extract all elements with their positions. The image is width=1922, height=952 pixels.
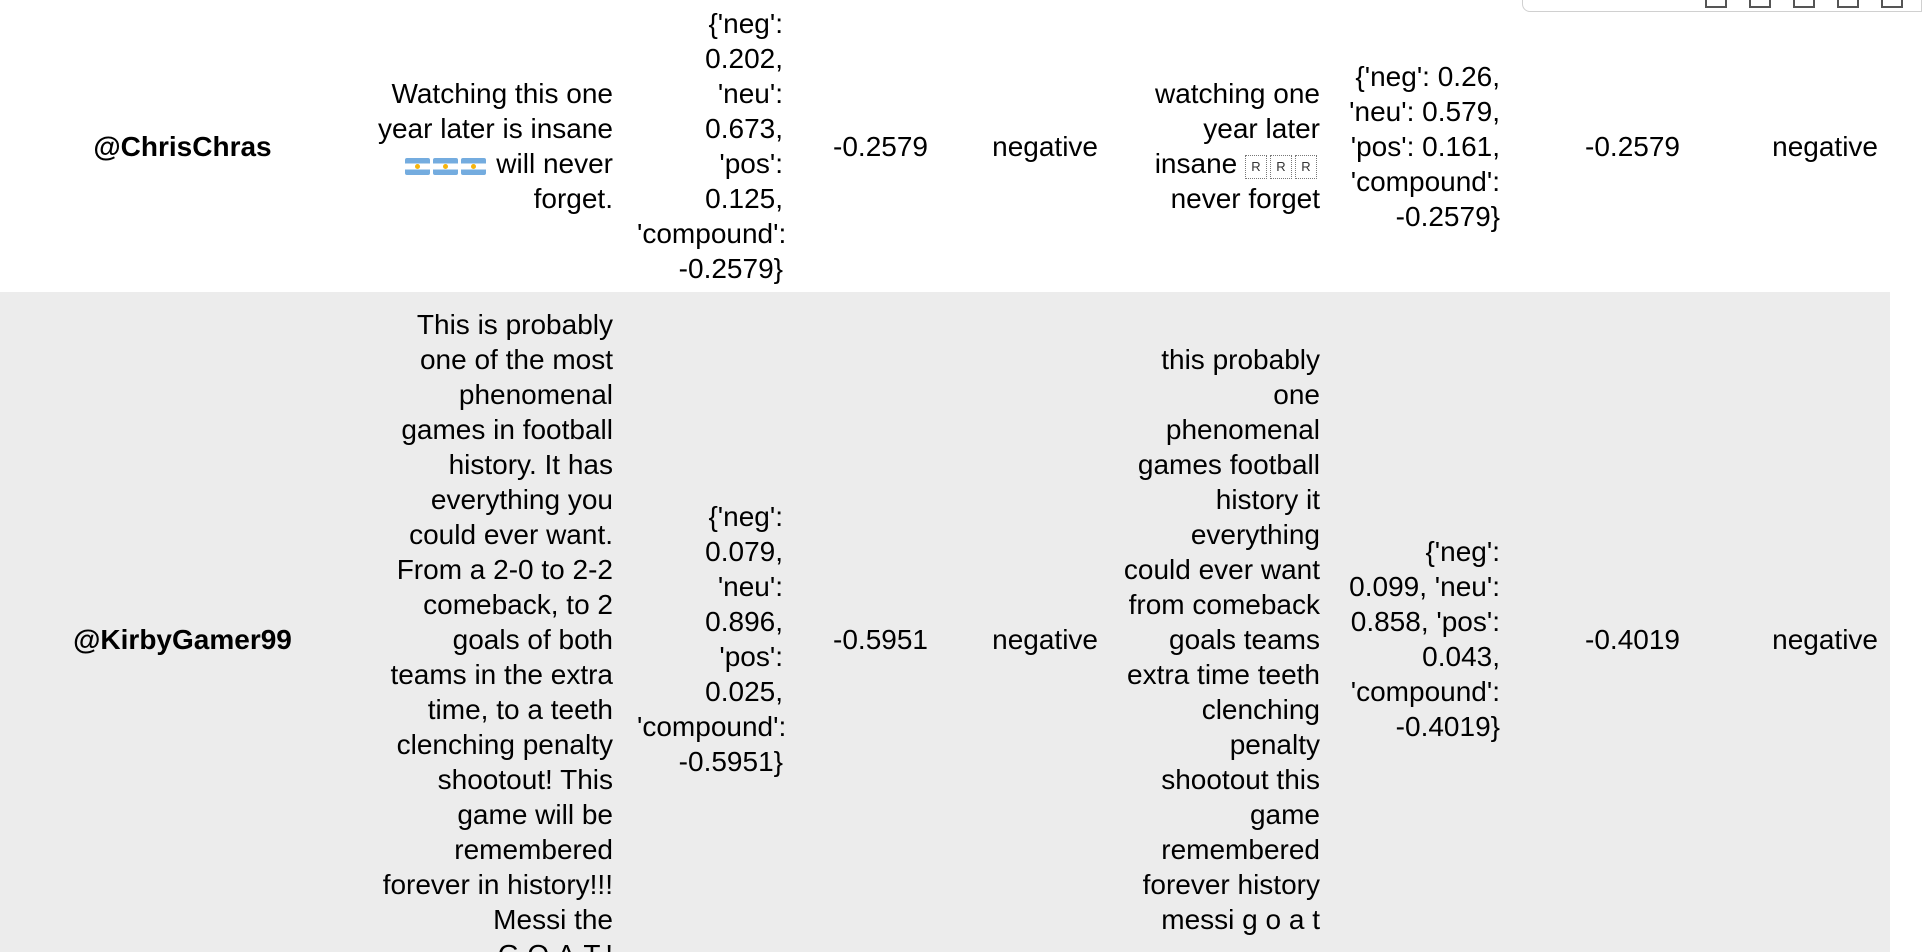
scores-cell: {'neg': 0.202, 'neu': 0.673, 'pos': 0.12… [637, 8, 787, 284]
missing-glyph-icon: R [1295, 155, 1317, 179]
text-cell: Watching this one year later is insane w… [365, 0, 625, 292]
argentina-flag-icon [432, 158, 458, 175]
table-row: @KirbyGamer99 This is probably one of th… [0, 292, 1890, 952]
output-toolbar[interactable] [1522, 0, 1922, 12]
clean-sentiment-cell: negative [1772, 623, 1878, 655]
sentiment-cell: negative [992, 623, 1098, 655]
scores-cell: {'neg': 0.079, 'neu': 0.896, 'pos': 0.02… [637, 501, 787, 777]
compound-cell: -0.2579 [833, 130, 928, 162]
clean-text-part: never forget [1170, 183, 1320, 214]
pin-icon[interactable] [1749, 0, 1771, 8]
clean-sentiment-cell: negative [1772, 130, 1878, 162]
search-icon[interactable] [1705, 0, 1727, 8]
table-row: @ChrisChras Watching this one year later… [0, 0, 1890, 292]
chart-icon[interactable] [1793, 0, 1815, 8]
text-cell: This is probably one of the most phenome… [382, 308, 613, 952]
text-part: Watching this one year later is insane [377, 78, 613, 144]
clean-scores-cell: {'neg': 0.26, 'neu': 0.579, 'pos': 0.161… [1349, 60, 1500, 232]
clean-scores-cell: {'neg': 0.099, 'neu': 0.858, 'pos': 0.04… [1349, 536, 1500, 742]
user-cell: @ChrisChras [93, 130, 272, 162]
user-cell: @KirbyGamer99 [73, 623, 292, 655]
argentina-flag-icon [460, 158, 486, 175]
clean-compound-cell: -0.4019 [1585, 623, 1680, 655]
copy-icon[interactable] [1837, 0, 1859, 8]
clean-compound-cell: -0.2579 [1585, 130, 1680, 162]
clean-text-cell: this probably one phenomenal games footb… [1123, 343, 1320, 935]
missing-glyph-icon: R [1270, 155, 1292, 179]
text-part: will never forget. [496, 148, 613, 214]
expand-icon[interactable] [1881, 0, 1903, 8]
sentiment-cell: negative [992, 130, 1098, 162]
argentina-flag-icon [404, 158, 430, 175]
missing-glyph-icon: R [1245, 155, 1267, 179]
compound-cell: -0.5951 [833, 623, 928, 655]
clean-text-part: watching one year later insane [1154, 78, 1320, 179]
